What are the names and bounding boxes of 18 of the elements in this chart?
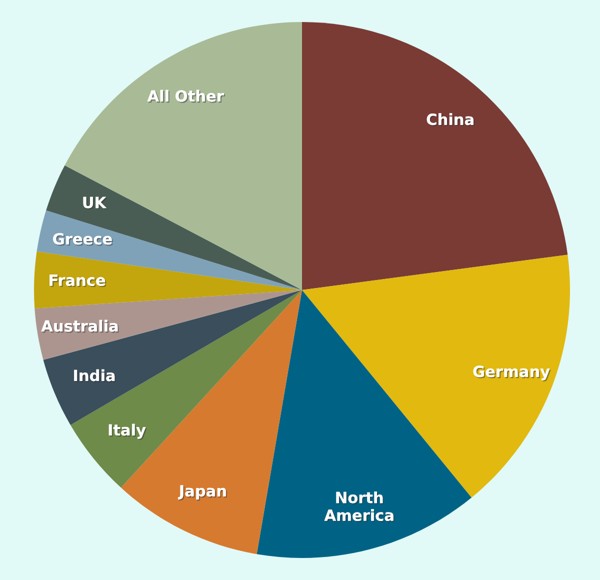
slice-label: India bbox=[74, 369, 116, 382]
slice-label: UK bbox=[83, 196, 108, 210]
slice-label: North America bbox=[324, 491, 394, 522]
pie-slice bbox=[36, 210, 302, 290]
pie-slice bbox=[34, 251, 302, 309]
pie-slice bbox=[302, 22, 568, 290]
pie-slice bbox=[34, 290, 302, 360]
pie-slice bbox=[43, 290, 302, 425]
slice-label: Germany bbox=[473, 366, 551, 382]
slice-label: Australia bbox=[41, 320, 119, 333]
slice-label: Greece bbox=[53, 233, 113, 246]
pie-slice bbox=[256, 290, 472, 558]
slice-label: All Other bbox=[147, 90, 225, 103]
slice-label: China bbox=[426, 113, 475, 126]
pie-slice bbox=[46, 165, 302, 290]
slice-label: France bbox=[50, 274, 106, 288]
slice-label: Italy bbox=[108, 424, 147, 440]
slice-label: Japan bbox=[178, 485, 227, 501]
